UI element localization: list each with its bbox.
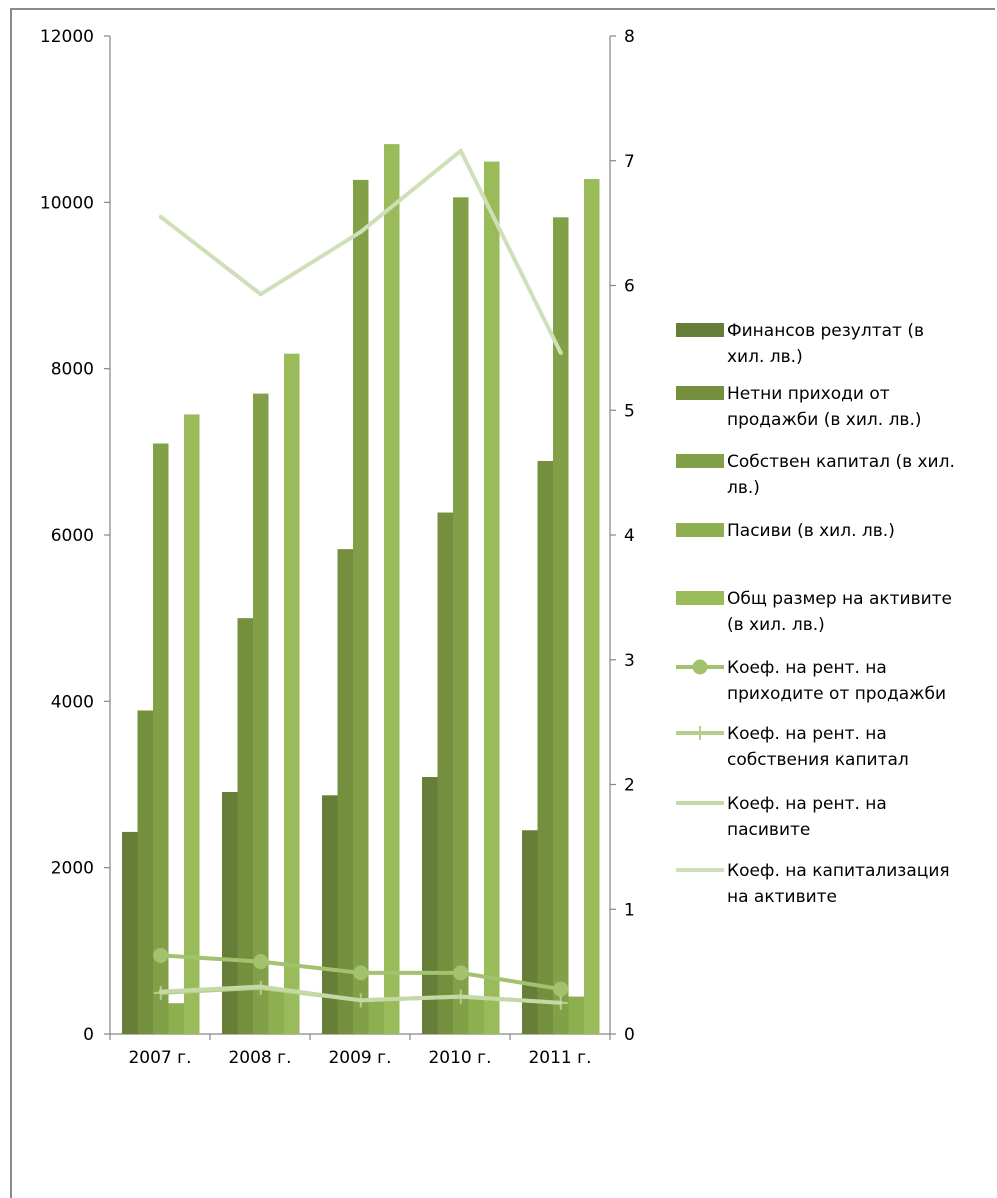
x-tick-label: 2008 г. xyxy=(228,1048,291,1068)
bar xyxy=(322,795,338,1034)
legend-label: Коеф. на рент. на собствения капитал xyxy=(727,724,909,770)
legend-key-marker xyxy=(693,726,707,740)
line-point xyxy=(458,994,463,999)
line-point xyxy=(358,998,363,1003)
legend-label: Нетни приходи от продажби (в хил. лв.) xyxy=(727,384,922,430)
legend-key xyxy=(676,591,724,605)
legend-label: Пасиви (в хил. лв.) xyxy=(727,521,895,541)
bar xyxy=(137,710,153,1034)
bar xyxy=(168,1003,184,1034)
left-tick-label: 2000 xyxy=(51,859,94,879)
legend-label: Собствен капитал (в хил. лв.) xyxy=(727,452,955,498)
right-tick-label: 0 xyxy=(624,1025,635,1045)
line-point xyxy=(558,350,563,355)
x-tick-label: 2011 г. xyxy=(528,1048,591,1068)
right-tick-label: 5 xyxy=(624,401,635,421)
legend-label: Коеф. на рент. на приходите от продажби xyxy=(727,658,946,704)
line-point xyxy=(158,989,163,994)
bar xyxy=(522,830,538,1034)
line-point xyxy=(253,954,269,970)
legend-label: Финансов резултат (в хил. лв.) xyxy=(727,321,924,367)
bar xyxy=(337,549,353,1034)
x-tick-label: 2009 г. xyxy=(328,1048,391,1068)
line-point xyxy=(358,229,363,234)
legend-label: Общ размер на активите (в хил. лв.) xyxy=(727,589,952,635)
bar xyxy=(453,197,469,1035)
bar xyxy=(253,393,269,1034)
left-tick-label: 6000 xyxy=(51,526,94,546)
right-tick-label: 7 xyxy=(624,152,635,172)
x-tick-label: 2007 г. xyxy=(128,1048,191,1068)
legend-key-marker xyxy=(692,659,708,675)
chart-frame xyxy=(10,8,995,1198)
right-tick-label: 6 xyxy=(624,277,635,297)
bar xyxy=(153,443,169,1034)
bar xyxy=(268,989,284,1034)
line-point xyxy=(153,947,169,963)
right-tick-label: 3 xyxy=(624,651,635,671)
bar xyxy=(584,179,600,1035)
bar xyxy=(184,414,200,1034)
right-tick-label: 8 xyxy=(624,27,635,47)
line-point xyxy=(353,965,369,981)
right-tick-label: 2 xyxy=(624,776,635,796)
line-point xyxy=(553,981,569,997)
line-point xyxy=(458,148,463,153)
line-point xyxy=(558,1000,563,1005)
bar xyxy=(384,144,400,1034)
bar xyxy=(537,460,553,1034)
line-point xyxy=(258,984,263,989)
bar xyxy=(568,996,584,1034)
legend-label: Коеф. на рент. на пасивите xyxy=(727,794,887,840)
left-tick-label: 8000 xyxy=(51,360,94,380)
left-tick-label: 4000 xyxy=(51,692,94,712)
bar xyxy=(553,217,569,1034)
left-tick-label: 0 xyxy=(83,1025,94,1045)
right-tick-label: 1 xyxy=(624,900,635,920)
legend-label: Коеф. на капитализация на активите xyxy=(727,861,950,907)
bar xyxy=(222,791,238,1034)
x-tick-label: 2010 г. xyxy=(428,1048,491,1068)
legend-key xyxy=(676,523,724,537)
legend-key xyxy=(676,454,724,468)
bar xyxy=(484,161,500,1034)
legend-key xyxy=(676,323,724,337)
bar xyxy=(368,1001,384,1034)
legend-key xyxy=(676,386,724,400)
line-point xyxy=(158,214,163,219)
bar xyxy=(422,777,438,1034)
line-point xyxy=(453,965,469,981)
left-tick-label: 10000 xyxy=(40,193,94,213)
bar xyxy=(122,831,138,1034)
bar xyxy=(237,618,253,1034)
bar xyxy=(284,353,300,1034)
line-point xyxy=(258,292,263,297)
right-tick-label: 4 xyxy=(624,526,635,546)
bar xyxy=(353,179,369,1035)
bar xyxy=(468,997,484,1034)
bar xyxy=(437,512,453,1034)
left-tick-label: 12000 xyxy=(40,27,94,47)
